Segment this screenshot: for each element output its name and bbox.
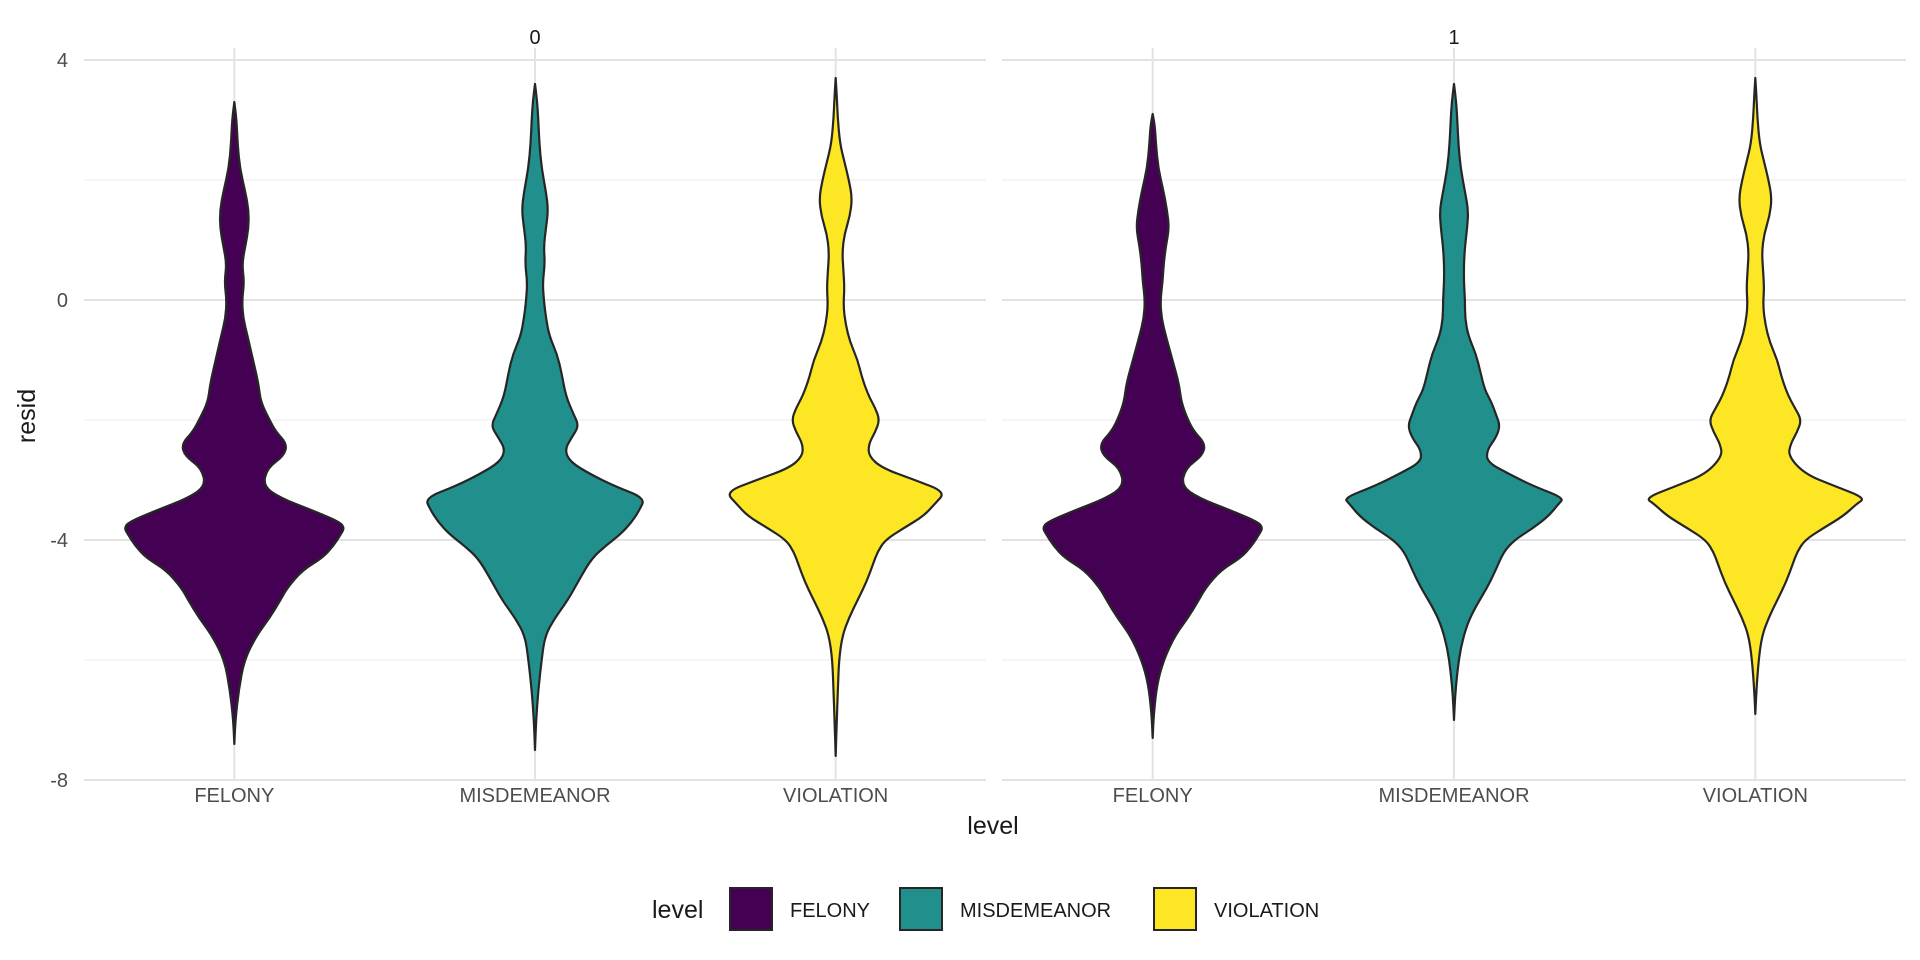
y-tick-label: 0 bbox=[57, 290, 68, 312]
violin-misdemeanor bbox=[426, 82, 644, 752]
legend-item-misdemeanor: MISDEMEANOR bbox=[899, 887, 1111, 931]
legend-key bbox=[1153, 887, 1197, 931]
y-tick-label: 4 bbox=[57, 50, 68, 72]
y-tick-label: -4 bbox=[50, 530, 68, 552]
legend-item-felony: FELONY bbox=[729, 887, 870, 931]
x-tick-label: MISDEMEANOR bbox=[1378, 785, 1529, 807]
violin-misdemeanor bbox=[1345, 82, 1563, 722]
violin-violation bbox=[728, 76, 943, 758]
violin-violation bbox=[1647, 76, 1863, 716]
facet-strip-label: 0 bbox=[529, 27, 540, 49]
x-tick-label: FELONY bbox=[1113, 785, 1193, 807]
x-tick-label: MISDEMEANOR bbox=[459, 785, 610, 807]
violin-felony bbox=[124, 100, 345, 746]
legend-key bbox=[899, 887, 943, 931]
legend-item-violation: VIOLATION bbox=[1153, 887, 1319, 931]
legend-label: MISDEMEANOR bbox=[960, 900, 1111, 922]
legend-label: VIOLATION bbox=[1214, 900, 1319, 922]
x-tick-label: VIOLATION bbox=[1703, 785, 1808, 807]
x-tick-label: FELONY bbox=[194, 785, 274, 807]
facet-panel-1: 1 FELONY MISDEMEANOR VIOLATION bbox=[1002, 27, 1906, 807]
y-tick-label: -8 bbox=[50, 770, 68, 792]
legend: level FELONY MISDEMEANOR VIOLATION bbox=[652, 887, 1319, 931]
x-axis-title: level bbox=[967, 812, 1018, 840]
facet-strip-label: 1 bbox=[1448, 27, 1459, 49]
violin-felony bbox=[1042, 112, 1263, 740]
legend-label: FELONY bbox=[790, 900, 870, 922]
panels-layer: 0 FELONY MISDEMEANOR VIOLATION 4 0 -4 -8 1 FELONY… bbox=[50, 27, 1906, 807]
y-axis-title: resid bbox=[13, 389, 41, 443]
x-tick-label: VIOLATION bbox=[783, 785, 888, 807]
legend-key bbox=[729, 887, 773, 931]
facet-panel-0: 0 FELONY MISDEMEANOR VIOLATION 4 0 -4 -8 bbox=[50, 27, 986, 807]
legend-title: level bbox=[652, 896, 703, 924]
